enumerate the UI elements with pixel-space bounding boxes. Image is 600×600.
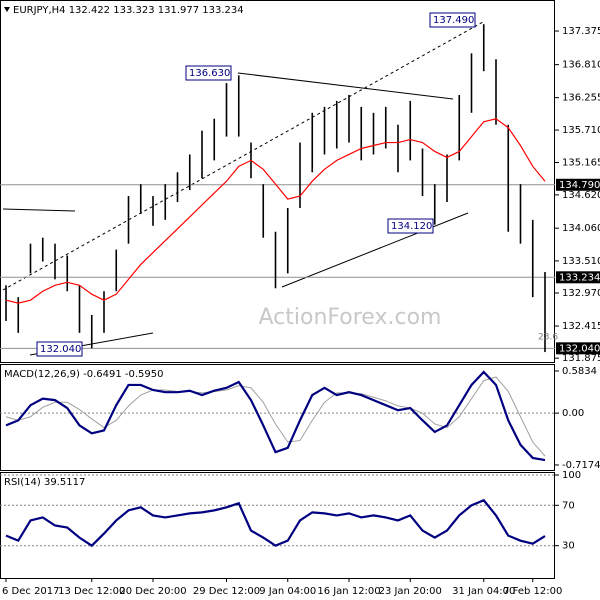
annotation-box (429, 12, 476, 28)
y-tick-label: 100 (562, 470, 581, 481)
annotation: 132.040 (40, 344, 81, 355)
x-tick-label: 20 Dec 20:00 (119, 586, 186, 597)
macd-panel (0, 364, 555, 471)
y-tick-label: 131.875 (562, 353, 600, 364)
indicator-line (5, 498, 546, 548)
y-tick-label: 134.620 (562, 190, 600, 201)
price-level-label: 132.040 (559, 343, 600, 354)
indicator-line (5, 376, 546, 457)
x-tick-label: 29 Dec 12:00 (193, 586, 260, 597)
price-level-box (556, 271, 600, 284)
annotation: 136.630 (189, 68, 230, 79)
indicator-line (5, 370, 546, 462)
indicator-line (5, 118, 546, 304)
x-tick-label: 31 Jan 04:00 (452, 586, 515, 597)
y-tick-label: 135.710 (562, 125, 600, 136)
y-tick-label: 132.970 (562, 288, 600, 299)
y-tick-label: 135.165 (562, 157, 600, 168)
y-tick-label: 136.810 (562, 60, 600, 71)
x-tick-label: 9 Jan 04:00 (259, 586, 316, 597)
y-tick-label: 132.415 (562, 321, 600, 332)
trend-line (237, 72, 454, 100)
y-tick-label: 30 (562, 541, 575, 552)
x-tick-label: 13 Dec 12:00 (58, 586, 125, 597)
y-tick-label: 137.375 (562, 26, 600, 37)
trend-line (2, 208, 76, 212)
trend-line (2, 21, 484, 291)
price-panel (0, 0, 555, 363)
y-tick-label: 0.5834 (562, 366, 597, 377)
x-tick-label: 23 Jan 20:00 (379, 586, 442, 597)
annotation-box (185, 65, 232, 81)
rsi-title: RSI(14) 39.5117 (4, 477, 85, 488)
price-level-box (556, 178, 600, 191)
price-level-box (556, 342, 600, 355)
x-tick-label: 6 Dec 2017 (2, 586, 60, 597)
watermark: ActionForex.com (259, 305, 442, 330)
annotation-box (387, 218, 434, 234)
y-tick-label: 70 (562, 500, 575, 511)
x-tick-label: 7 Feb 12:00 (503, 586, 562, 597)
annotation: 137.490 (433, 15, 474, 26)
fib-label: 23.6 (538, 333, 558, 343)
price-level-label: 134.790 (559, 180, 600, 191)
y-tick-label: 136.255 (562, 93, 600, 104)
menu-triangle (4, 7, 10, 12)
macd-title: MACD(12,26,9) -0.6491 -0.5950 (4, 369, 164, 380)
chart-title: EURJPY,H4 132.422 133.323 131.977 133.23… (13, 5, 244, 16)
y-tick-label: 134.060 (562, 223, 600, 234)
x-tick-label: 16 Jan 12:00 (317, 586, 380, 597)
trend-line (281, 212, 469, 288)
annotation-box (36, 341, 83, 357)
rsi-panel (0, 472, 555, 579)
y-tick-label: 133.510 (562, 256, 600, 267)
price-level-label: 133.234 (559, 272, 600, 283)
y-tick-label: 0.00 (562, 408, 584, 419)
annotation: 134.120 (391, 221, 432, 232)
y-tick-label: -0.7174 (562, 460, 600, 471)
